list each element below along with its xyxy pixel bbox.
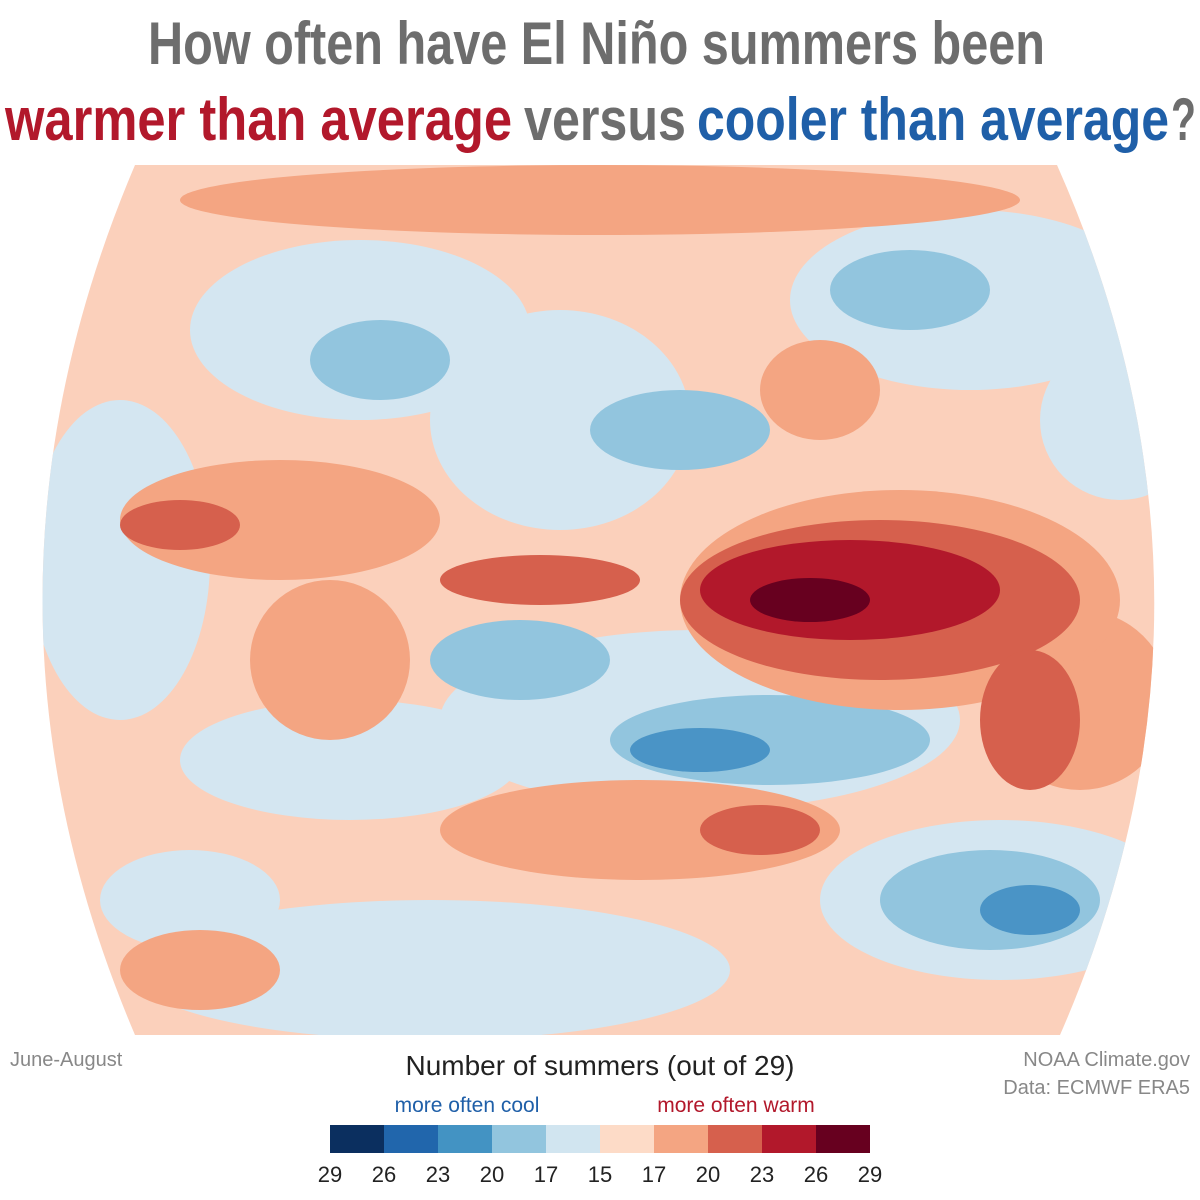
legend-tick: 29	[858, 1162, 882, 1187]
legend-tick: 26	[804, 1162, 828, 1187]
title-warm: warmer than average	[4, 86, 512, 153]
map	[42, 165, 1155, 1035]
legend-swatch	[330, 1125, 384, 1153]
legend-swatch	[654, 1125, 708, 1153]
legend-swatch	[492, 1125, 546, 1153]
legend-cool: more often cool	[395, 1094, 540, 1117]
legend-swatch	[384, 1125, 438, 1153]
legend-warm: more often warm	[657, 1094, 815, 1117]
title-end: ?	[1171, 86, 1196, 153]
legend-tick: 23	[750, 1162, 774, 1187]
legend-tick: 17	[534, 1162, 558, 1187]
title-versus: versus	[524, 86, 686, 153]
legend-tick: 23	[426, 1162, 450, 1187]
legend-title: Number of summers (out of 29)	[405, 1050, 794, 1081]
legend-tick: 20	[696, 1162, 720, 1187]
legend-swatch	[762, 1125, 816, 1153]
legend-swatch	[546, 1125, 600, 1153]
legend-swatch	[600, 1125, 654, 1153]
legend-swatch	[438, 1125, 492, 1153]
credit: Data: ECMWF ERA5	[1003, 1077, 1190, 1099]
credit: NOAA Climate.gov	[1023, 1049, 1190, 1071]
legend-tick: 15	[588, 1162, 612, 1187]
warm-core	[750, 578, 870, 622]
legend-tick: 20	[480, 1162, 504, 1187]
title-line: How often have El Niño summers been	[148, 10, 1045, 77]
cool-regions-2	[310, 250, 1100, 950]
legend-swatch	[708, 1125, 762, 1153]
legend-tick: 26	[372, 1162, 396, 1187]
cool-regions-3	[630, 728, 1080, 935]
legend-swatch	[816, 1125, 870, 1153]
title-cool: cooler than average	[697, 86, 1169, 153]
legend-tick: 29	[318, 1162, 342, 1187]
colorbar: 29 26 23 20 17 15 17 20 23 26 29	[318, 1125, 882, 1187]
season: June-August	[10, 1049, 123, 1071]
legend-tick: 17	[642, 1162, 666, 1187]
